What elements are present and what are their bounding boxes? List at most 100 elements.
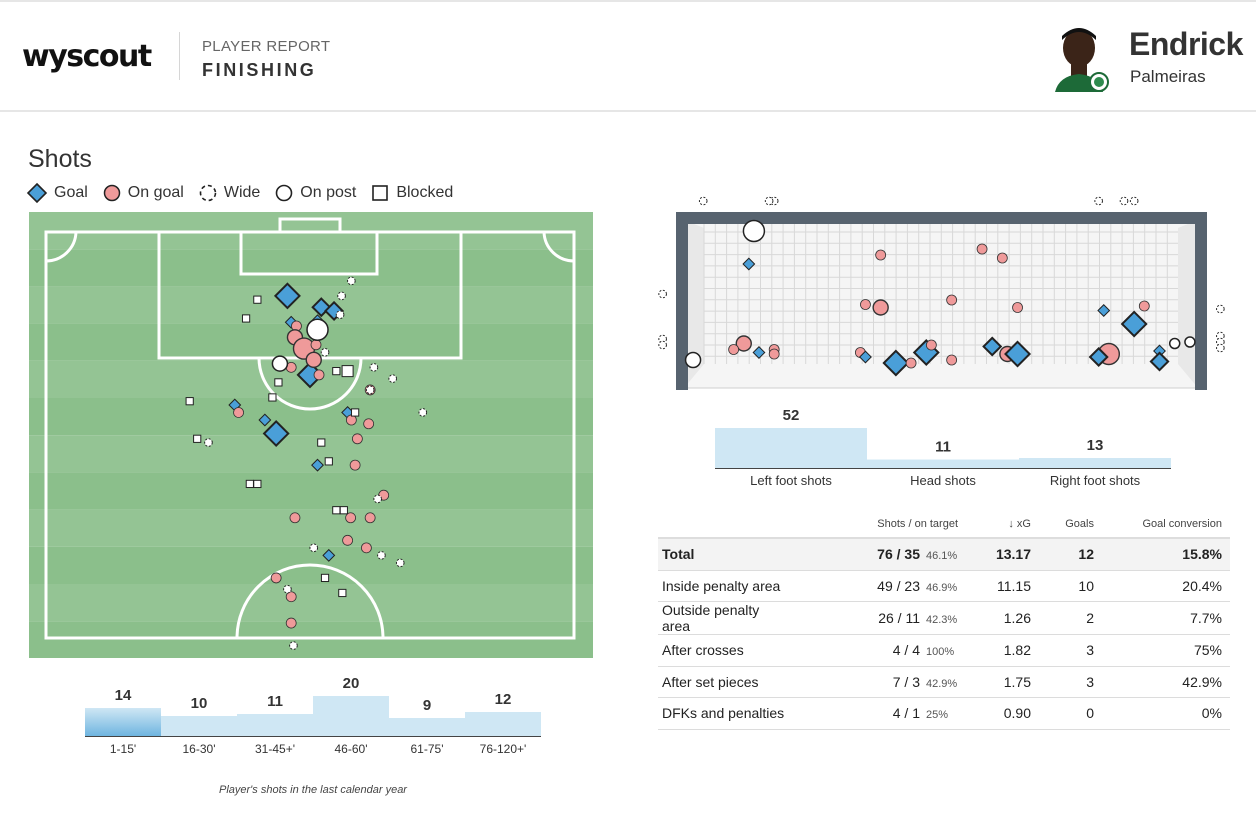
minbars-value-1: 10 (191, 695, 208, 712)
row-label: After set pieces (658, 666, 798, 698)
row-on-target-pct: 100% (926, 646, 955, 659)
row-goals: 2 (1039, 601, 1102, 635)
pitch-shot-on-goal-26 (289, 512, 301, 524)
legend-on-post: On post (274, 183, 356, 203)
pitch-stripe-6 (29, 435, 593, 473)
goal-shots (658, 196, 1225, 377)
pitch-shot-wide-44 (204, 438, 213, 447)
legend-blocked-label: Blocked (396, 184, 454, 201)
pitch-shot-blocked-61 (324, 457, 333, 466)
blocked-square-icon (372, 185, 389, 201)
wide-dashed-circle-icon (199, 184, 217, 202)
pitch-shot-on-goal-20 (233, 407, 244, 418)
goal-shot-on-goal-3 (976, 243, 988, 255)
row-goals: 3 (1039, 634, 1102, 667)
pitch-shot-wide-39 (320, 348, 330, 357)
legend-wide-label: Wide (223, 184, 261, 201)
footbars-label-1: Head shots (910, 473, 976, 488)
goal-shot-goal-9 (1097, 304, 1111, 317)
pitch-shot-wide-38 (335, 310, 345, 320)
pitch-shot-blocked-59 (193, 434, 202, 443)
row-label: Total (658, 538, 798, 571)
pitch-stripe-11 (29, 621, 593, 658)
table-header-row: Shots / on target ↓ xG Goals Goal conver… (658, 511, 1230, 539)
legend-on-goal-label: On goal (127, 184, 184, 201)
row-goals: 3 (1039, 666, 1102, 698)
row-shots-on-target: 4 / 4 100% (798, 634, 966, 667)
goal-shot-goal-29 (1088, 346, 1109, 368)
footbars-value-0: 52 (783, 407, 800, 424)
pitch-shot-on-goal-30 (360, 542, 372, 554)
goal-frame (676, 212, 1207, 390)
goal-shot-on-goal-7 (946, 294, 958, 306)
row-shots: 7 / 3 (892, 673, 920, 690)
goal-wide-shot-wide-9 (1216, 304, 1225, 314)
on-post-circle-icon (275, 184, 293, 202)
footbars-label-2: Right foot shots (1050, 473, 1141, 488)
pitch-shot-blocked-62 (245, 479, 254, 489)
pitch-shot-goal-10 (311, 458, 324, 472)
report-header: wyscout PLAYER REPORT FINISHING Endrick … (0, 0, 1256, 112)
legend-goal: Goal (26, 182, 88, 204)
goal-wide-shot-wide-5 (1129, 196, 1139, 206)
goal-wide-shot-wide-4 (1119, 196, 1129, 206)
goal-shot-on-goal-10 (1138, 300, 1150, 312)
shot-map-pitch (29, 212, 593, 658)
row-shots-on-target: 49 / 23 46.9% (798, 570, 966, 602)
goal-shot-on-goal-5 (860, 299, 871, 310)
col-shots-on-target: Shots / on target (798, 511, 966, 539)
pitch-shot-goal-7 (262, 420, 290, 448)
pitch-stripes (29, 212, 593, 658)
on-goal-circle-icon (103, 184, 121, 202)
player-avatar (1051, 26, 1111, 92)
pitch-shot-wide-50 (289, 641, 298, 650)
pitch-shot-wide-43 (418, 408, 428, 417)
table-row: DFKs and penalties 4 / 1 25% 0.90 0 0% (658, 697, 1230, 730)
row-label: After crosses (658, 634, 798, 667)
pitch-shot-on-goal-29 (342, 534, 354, 546)
pitch-shot-on-goal-22 (363, 418, 375, 430)
pitch-shot-blocked-57 (185, 397, 194, 406)
table-row: After crosses 4 / 4 100% 1.82 3 75% (658, 634, 1230, 667)
pitch-shot-wide-36 (347, 276, 356, 286)
goal-shot-on-goal-2 (875, 249, 887, 261)
goal-wide-shot-wide-6 (658, 289, 667, 299)
minbars-bar-0 (85, 708, 161, 736)
goal-wide-shot-wide-7 (658, 334, 667, 344)
legend-goal-label: Goal (54, 184, 88, 201)
pitch-shot-on-goal-15 (305, 351, 322, 369)
table-row: Total 76 / 35 46.1% 13.17 12 15.8% (658, 538, 1230, 571)
row-label: DFKs and penalties (658, 697, 798, 730)
legend-on-goal: On goal (102, 183, 184, 203)
pitch-shot-on-goal-33 (285, 617, 297, 629)
goal-shot-on-goal-24 (946, 354, 958, 366)
goal-wide-shot-wide-0 (698, 196, 708, 206)
pitch-shot-blocked-53 (332, 367, 341, 376)
goal-shot-on-goal-17 (768, 348, 780, 360)
minbars-label-4: 61-75' (411, 742, 444, 756)
minbars-value-0: 14 (115, 687, 132, 704)
pitch-shot-blocked-51 (253, 295, 262, 304)
row-shots: 4 / 1 (892, 705, 920, 722)
row-goals: 10 (1039, 570, 1102, 602)
pitch-shot-wide-42 (365, 385, 375, 395)
pitch-shot-wide-45 (373, 494, 382, 504)
pitch-shot-goal-6 (258, 413, 272, 427)
row-goal-conversion: 42.9% (1102, 666, 1230, 698)
minute-bars: 14 1-15' 10 16-30' 11 31-45+' 20 46-60' 9 61-75' 1… (85, 675, 541, 756)
row-shots: 76 / 35 (877, 546, 920, 563)
goal-wide-shot-wide-8 (658, 340, 667, 350)
pitch-shot-wide-48 (395, 558, 405, 568)
col-xg[interactable]: ↓ xG (966, 511, 1039, 539)
goal-shot-on-goal-4 (996, 252, 1008, 264)
row-goal-conversion: 20.4% (1102, 570, 1230, 602)
pitch-stripe-1 (29, 249, 593, 287)
pitch-stripe-10 (29, 584, 593, 622)
goal-shot-on-post-32 (684, 351, 702, 369)
col-goals: Goals (1039, 511, 1102, 539)
row-xg: 1.26 (966, 601, 1039, 635)
goal-diamond-icon (26, 182, 48, 204)
report-label: PLAYER REPORT (202, 38, 331, 55)
pitch-shot-wide-40 (369, 363, 379, 372)
row-goals: 0 (1039, 697, 1102, 730)
